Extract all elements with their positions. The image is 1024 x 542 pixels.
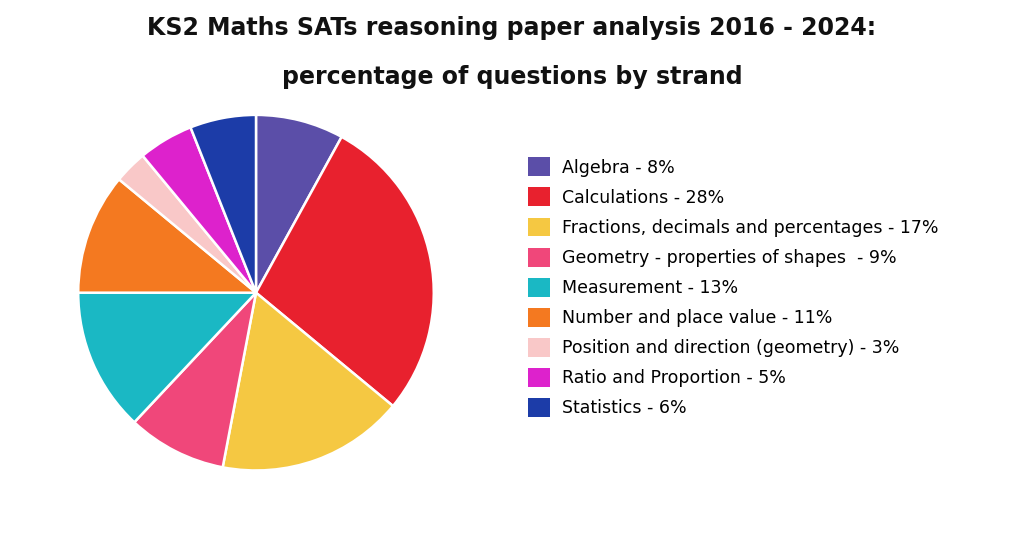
Text: percentage of questions by strand: percentage of questions by strand bbox=[282, 65, 742, 89]
Wedge shape bbox=[78, 293, 256, 422]
Wedge shape bbox=[142, 127, 256, 293]
Wedge shape bbox=[190, 115, 256, 293]
Wedge shape bbox=[119, 156, 256, 293]
Wedge shape bbox=[256, 137, 434, 406]
Wedge shape bbox=[134, 293, 256, 467]
Wedge shape bbox=[222, 293, 393, 470]
Wedge shape bbox=[256, 115, 342, 293]
Text: KS2 Maths SATs reasoning paper analysis 2016 - 2024:: KS2 Maths SATs reasoning paper analysis … bbox=[147, 16, 877, 40]
Legend: Algebra - 8%, Calculations - 28%, Fractions, decimals and percentages - 17%, Geo: Algebra - 8%, Calculations - 28%, Fracti… bbox=[520, 151, 946, 424]
Wedge shape bbox=[78, 179, 256, 293]
